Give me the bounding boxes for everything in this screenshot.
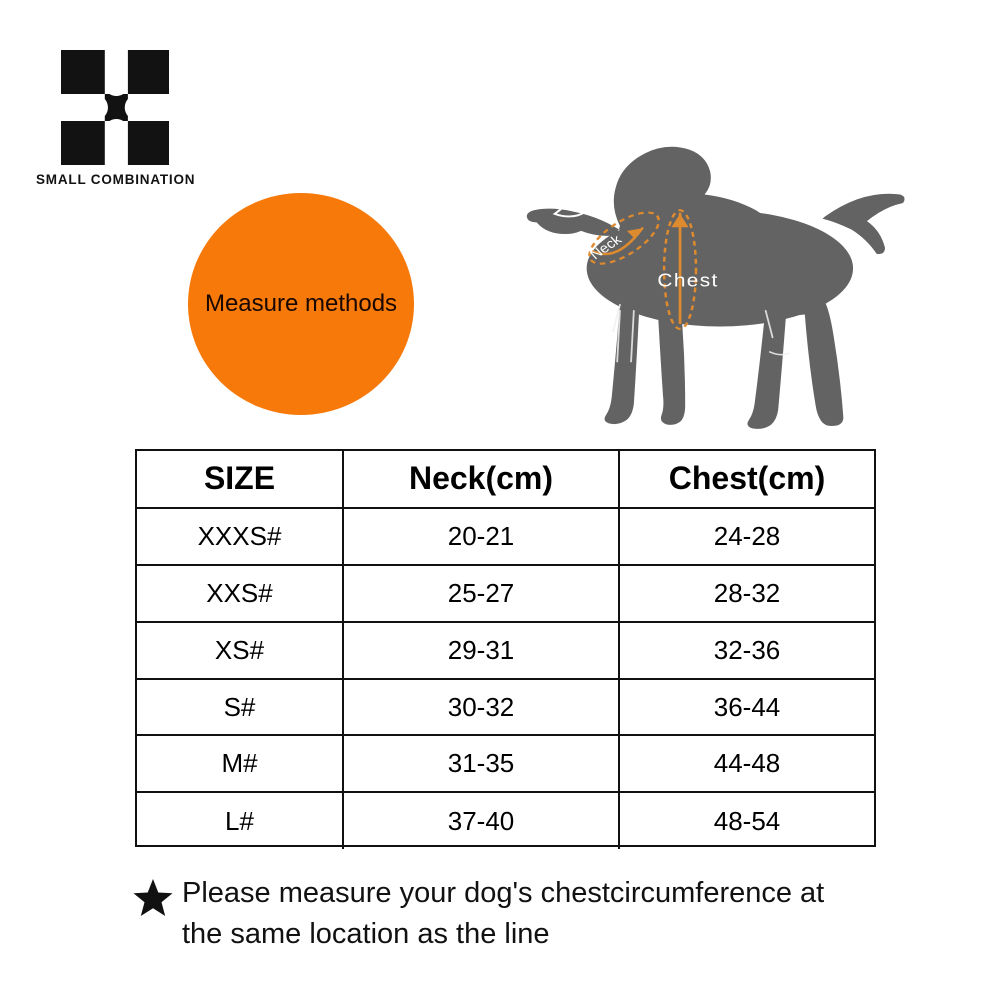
svg-text:Chest: Chest (657, 271, 718, 291)
